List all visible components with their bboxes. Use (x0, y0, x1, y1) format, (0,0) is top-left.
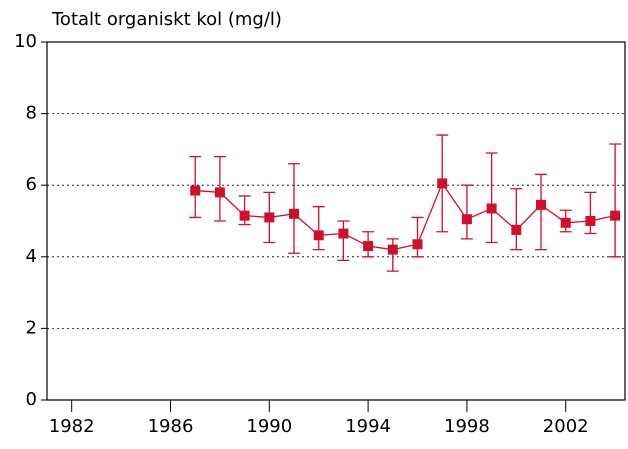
y-tick-label: 4 (26, 246, 37, 267)
point (313, 230, 324, 241)
y-tick-label: 10 (14, 31, 37, 52)
point (289, 208, 300, 219)
point (536, 199, 547, 210)
error-bar (609, 143, 622, 258)
x-tick-label: 2002 (543, 416, 589, 437)
point (363, 241, 374, 252)
point (264, 212, 275, 223)
y-tick-label: 8 (26, 103, 37, 124)
point (190, 185, 201, 196)
point (511, 224, 522, 235)
point (560, 217, 571, 228)
error-bar (460, 184, 473, 240)
error-bar (288, 163, 301, 254)
plot-frame (46, 41, 626, 401)
error-bar (510, 188, 523, 251)
point (387, 244, 398, 255)
x-tick-label: 1994 (345, 416, 391, 437)
x-tick-label: 1986 (148, 416, 194, 437)
point (214, 187, 225, 198)
error-bar (312, 206, 325, 251)
point (461, 214, 472, 225)
point (610, 210, 621, 221)
line (195, 182, 616, 251)
x-tick-label: 1998 (444, 416, 490, 437)
chart-title: Totalt organiskt kol (mg/l) (51, 9, 282, 30)
y-tick-label: 0 (26, 389, 37, 410)
point (585, 216, 596, 226)
error-bar (337, 220, 350, 262)
y-tick-label: 2 (26, 317, 37, 338)
point (338, 228, 349, 239)
x-tick-label: 1990 (246, 416, 292, 437)
point (437, 178, 448, 189)
point (486, 203, 497, 214)
error-bar (584, 191, 597, 235)
point (412, 239, 423, 250)
error-bar (485, 152, 498, 244)
y-tick-label: 6 (26, 174, 37, 195)
x-tick-label: 1982 (49, 416, 95, 437)
error-bar (411, 216, 424, 258)
error-bar (386, 238, 399, 272)
error-bar (535, 173, 548, 251)
point (239, 210, 250, 221)
